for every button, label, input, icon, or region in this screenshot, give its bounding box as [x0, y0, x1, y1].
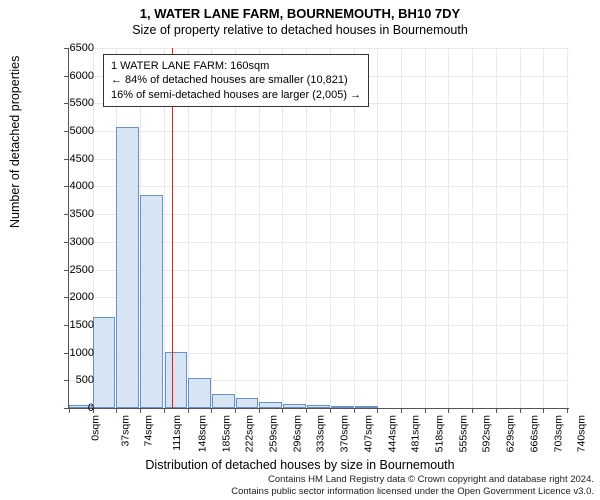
ytick-label: 1500 [54, 319, 94, 331]
ytick-label: 2000 [54, 291, 94, 303]
xtick-mark [543, 408, 544, 413]
xtick-mark [259, 408, 260, 413]
xtick-mark [306, 408, 307, 413]
gridline-horizontal [69, 186, 569, 187]
ytick-label: 0 [54, 402, 94, 414]
xtick-label: 703sqm [552, 415, 564, 452]
xtick-label: 74sqm [143, 415, 155, 447]
histogram-bar [165, 352, 188, 408]
xtick-mark [164, 408, 165, 413]
x-axis-label: Distribution of detached houses by size … [0, 458, 600, 472]
gridline-vertical [448, 48, 449, 408]
histogram-bar [259, 402, 282, 408]
xtick-label: 0sqm [90, 415, 102, 441]
xtick-mark [401, 408, 402, 413]
xtick-mark [567, 408, 568, 413]
ytick-label: 500 [54, 374, 94, 386]
gridline-vertical [425, 48, 426, 408]
histogram-bar [307, 405, 330, 408]
chart-title: 1, WATER LANE FARM, BOURNEMOUTH, BH10 7D… [0, 0, 600, 21]
gridline-horizontal [69, 131, 569, 132]
y-axis-label: Number of detached properties [8, 56, 22, 228]
plot-area: 1 WATER LANE FARM: 160sqm ← 84% of detac… [68, 48, 569, 409]
ytick-label: 3500 [54, 208, 94, 220]
xtick-label: 518sqm [433, 415, 445, 452]
gridline-vertical [520, 48, 521, 408]
ytick-label: 5500 [54, 97, 94, 109]
ytick-label: 4000 [54, 180, 94, 192]
xtick-label: 333sqm [315, 415, 327, 452]
histogram-bar [116, 127, 139, 408]
xtick-label: 185sqm [220, 415, 232, 452]
gridline-vertical [567, 48, 568, 408]
ytick-label: 5000 [54, 125, 94, 137]
xtick-mark [235, 408, 236, 413]
histogram-bar [331, 406, 354, 408]
xtick-mark [282, 408, 283, 413]
chart-container: 1, WATER LANE FARM, BOURNEMOUTH, BH10 7D… [0, 0, 600, 500]
xtick-label: 259sqm [267, 415, 279, 452]
xtick-mark [520, 408, 521, 413]
histogram-bar [355, 406, 378, 408]
ytick-label: 2500 [54, 264, 94, 276]
histogram-bar [140, 195, 163, 408]
gridline-vertical [496, 48, 497, 408]
xtick-label: 740sqm [576, 415, 588, 452]
ytick-label: 6000 [54, 70, 94, 82]
footer: Contains HM Land Registry data © Crown c… [231, 474, 594, 498]
xtick-mark [116, 408, 117, 413]
xtick-mark [377, 408, 378, 413]
footer-line: Contains HM Land Registry data © Crown c… [231, 474, 594, 486]
xtick-mark [496, 408, 497, 413]
histogram-bar [236, 398, 259, 408]
histogram-bar [93, 317, 116, 408]
xtick-label: 370sqm [339, 415, 351, 452]
xtick-mark [140, 408, 141, 413]
xtick-mark [354, 408, 355, 413]
chart-subtitle: Size of property relative to detached ho… [0, 21, 600, 37]
gridline-horizontal [69, 48, 569, 49]
gridline-horizontal [69, 159, 569, 160]
ytick-label: 4500 [54, 153, 94, 165]
ytick-label: 3000 [54, 236, 94, 248]
xtick-label: 555sqm [457, 415, 469, 452]
xtick-label: 148sqm [196, 415, 208, 452]
xtick-label: 592sqm [481, 415, 493, 452]
ytick-label: 1000 [54, 347, 94, 359]
xtick-mark [211, 408, 212, 413]
annotation-line: 1 WATER LANE FARM: 160sqm [111, 59, 361, 73]
xtick-mark [330, 408, 331, 413]
histogram-bar [283, 404, 306, 408]
xtick-label: 296sqm [291, 415, 303, 452]
gridline-vertical [401, 48, 402, 408]
histogram-bar [188, 378, 211, 408]
xtick-label: 407sqm [362, 415, 374, 452]
gridline-vertical [377, 48, 378, 408]
xtick-mark [448, 408, 449, 413]
footer-line: Contains public sector information licen… [231, 486, 594, 498]
xtick-label: 481sqm [410, 415, 422, 452]
xtick-mark [188, 408, 189, 413]
xtick-label: 444sqm [386, 415, 398, 452]
gridline-vertical [472, 48, 473, 408]
annotation-line: 16% of semi-detached houses are larger (… [111, 88, 361, 102]
xtick-label: 111sqm [171, 415, 183, 451]
xtick-label: 37sqm [119, 415, 131, 447]
annotation-box: 1 WATER LANE FARM: 160sqm ← 84% of detac… [103, 54, 369, 107]
xtick-label: 629sqm [505, 415, 517, 452]
xtick-label: 222sqm [244, 415, 256, 452]
histogram-bar [212, 394, 235, 408]
xtick-label: 666sqm [528, 415, 540, 452]
gridline-vertical [543, 48, 544, 408]
xtick-mark [425, 408, 426, 413]
ytick-label: 6500 [54, 42, 94, 54]
xtick-mark [472, 408, 473, 413]
annotation-line: ← 84% of detached houses are smaller (10… [111, 73, 361, 87]
